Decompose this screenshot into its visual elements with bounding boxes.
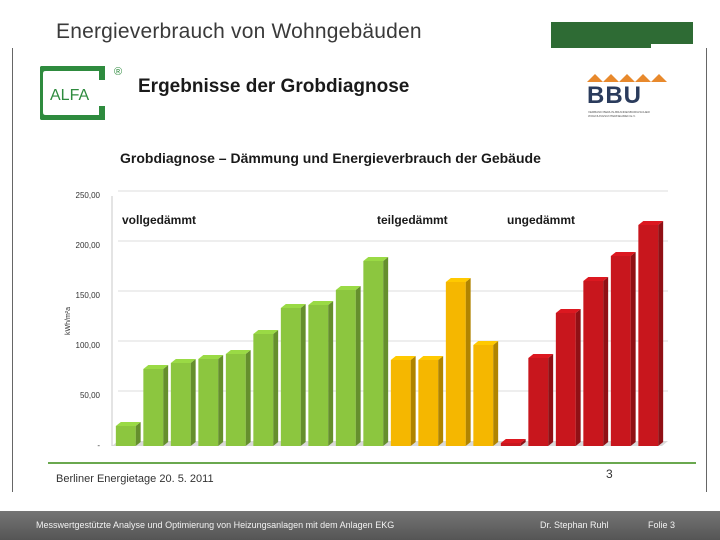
bar-top bbox=[225, 350, 251, 354]
bar-top bbox=[198, 355, 224, 359]
bar-side bbox=[190, 359, 196, 446]
bar-side bbox=[658, 221, 664, 446]
y-tick-label: - bbox=[97, 441, 100, 450]
bar-top bbox=[143, 365, 169, 369]
brand-bar bbox=[551, 22, 693, 44]
footer-author: Dr. Stephan Ruhl bbox=[540, 520, 609, 530]
frame-left-line bbox=[12, 48, 13, 492]
y-tick-label: 150,00 bbox=[76, 291, 101, 300]
bar-side bbox=[548, 354, 554, 446]
bar-top bbox=[390, 356, 416, 360]
bar-top bbox=[500, 439, 526, 443]
y-axis-label: kWh/m²a bbox=[65, 307, 72, 335]
slide-title: Energieverbrauch von Wohngebäuden bbox=[56, 20, 422, 43]
registered-mark: ® bbox=[114, 66, 123, 78]
bar-side bbox=[300, 304, 306, 446]
bar-teilgedämmt bbox=[390, 360, 411, 446]
bar-ungedämmt bbox=[638, 225, 659, 446]
bar-top bbox=[528, 354, 554, 358]
bar-top bbox=[335, 286, 361, 290]
bar-side bbox=[273, 330, 279, 446]
bar-vollgedämmt bbox=[363, 261, 384, 446]
bar-top bbox=[115, 422, 141, 426]
bar-side bbox=[438, 356, 444, 446]
bar-top bbox=[170, 359, 196, 363]
bar-side bbox=[135, 422, 141, 446]
bar-top bbox=[473, 341, 499, 345]
y-tick-label: 100,00 bbox=[76, 341, 101, 350]
bar-vollgedämmt bbox=[335, 290, 356, 446]
bar-top bbox=[363, 257, 389, 261]
bar-top bbox=[418, 356, 444, 360]
bar-ungedämmt bbox=[500, 443, 521, 446]
bar-side bbox=[520, 439, 526, 446]
bar-top bbox=[610, 252, 636, 256]
bar-vollgedämmt bbox=[198, 359, 219, 446]
bar-side bbox=[245, 350, 251, 446]
bar-top bbox=[253, 330, 279, 334]
group-label-vollgedämmt: vollgedämmt bbox=[122, 213, 196, 227]
bar-side bbox=[493, 341, 499, 446]
bar-vollgedämmt bbox=[115, 426, 136, 446]
group-label-teilgedämmt: teilgedämmt bbox=[377, 213, 448, 227]
alfa-logo: ALFA bbox=[40, 66, 105, 120]
bar-side bbox=[218, 355, 224, 446]
bar-top bbox=[638, 221, 664, 225]
bar-side bbox=[630, 252, 636, 446]
event-caption: Berliner Energietage 20. 5. 2011 bbox=[56, 473, 214, 485]
bar-top bbox=[555, 309, 581, 313]
bar-ungedämmt bbox=[555, 313, 576, 446]
footer-left-text: Messwertgestützte Analyse und Optimierun… bbox=[36, 520, 395, 530]
bar-top bbox=[280, 304, 306, 308]
alfa-logo-text: ALFA bbox=[50, 87, 89, 104]
brand-bar-accent bbox=[551, 44, 651, 48]
bar-vollgedämmt bbox=[225, 354, 246, 446]
bar-top bbox=[308, 301, 334, 305]
bar-top bbox=[583, 277, 609, 281]
bbu-logo-text: BBU bbox=[587, 82, 642, 109]
bar-ungedämmt bbox=[583, 281, 604, 446]
y-tick-label: 250,00 bbox=[76, 191, 101, 200]
bbu-logo bbox=[587, 74, 667, 82]
bar-ungedämmt bbox=[610, 256, 631, 446]
bar-teilgedämmt bbox=[445, 282, 466, 446]
bar-vollgedämmt bbox=[170, 363, 191, 446]
bar-side bbox=[465, 278, 471, 446]
energy-bar-chart: - 50,00 100,00 150,00 200,00 250,00 kWh/m²a vol… bbox=[65, 190, 668, 450]
footer-slide-number: Folie 3 bbox=[648, 520, 676, 530]
group-label-ungedämmt: ungedämmt bbox=[507, 213, 575, 227]
bar-vollgedämmt bbox=[253, 334, 274, 446]
bar-vollgedämmt bbox=[308, 305, 329, 446]
bar-vollgedämmt bbox=[143, 369, 164, 446]
bar-side bbox=[163, 365, 169, 446]
bar-side bbox=[383, 257, 389, 446]
y-tick-label: 50,00 bbox=[80, 391, 101, 400]
chart-title: Grobdiagnose – Dämmung und Energieverbra… bbox=[120, 150, 541, 166]
bar-teilgedämmt bbox=[473, 345, 494, 446]
page-number: 3 bbox=[606, 467, 613, 481]
bar-ungedämmt bbox=[528, 358, 549, 446]
bar-side bbox=[575, 309, 581, 446]
frame-right-line bbox=[706, 48, 707, 492]
bar-side bbox=[603, 277, 609, 446]
header-title: Ergebnisse der Grobdiagnose bbox=[138, 76, 410, 97]
y-tick-label: 200,00 bbox=[76, 241, 101, 250]
bar-vollgedämmt bbox=[280, 308, 301, 446]
bar-teilgedämmt bbox=[418, 360, 439, 446]
bar-side bbox=[328, 301, 334, 446]
footer-bar: Messwertgestützte Analyse und Optimierun… bbox=[0, 511, 720, 540]
bar-side bbox=[410, 356, 416, 446]
bottom-rule bbox=[48, 462, 696, 464]
bar-side bbox=[355, 286, 361, 446]
bbu-logo-subtext: VERBAND BERLIN-BRANDENBURGISCHER WOHNUNG… bbox=[588, 110, 650, 118]
bar-top bbox=[445, 278, 471, 282]
